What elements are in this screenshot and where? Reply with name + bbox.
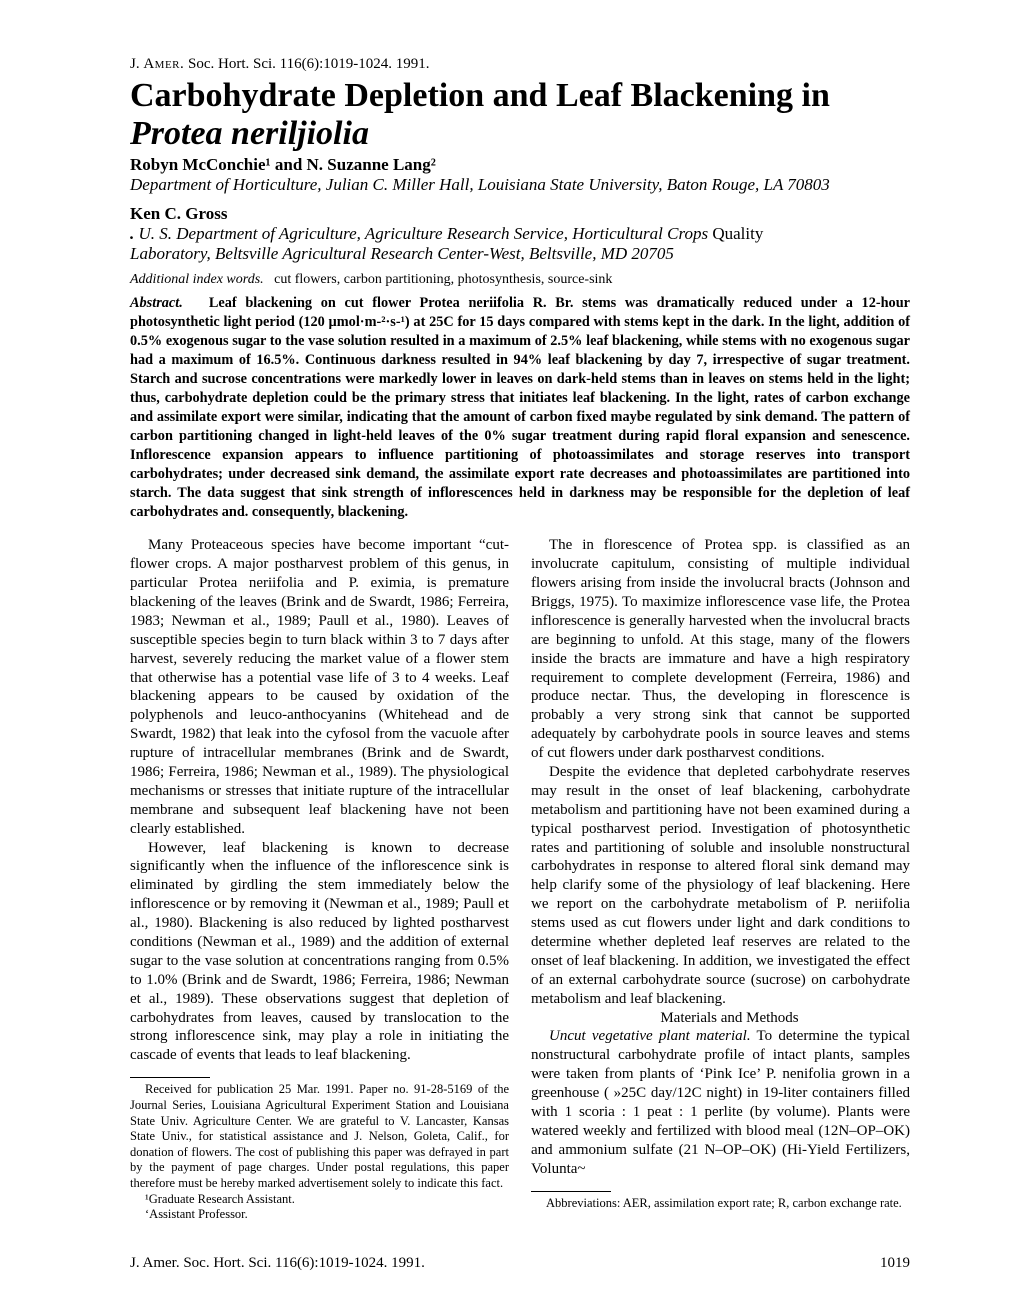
affiliation-2: . U. S. Department of Agriculture, Agric… [130,224,910,265]
paragraph-5-body: To determine the typical nonstructural c… [531,1028,910,1176]
abbreviations-footnote: Abbreviations: AER, assimilation export … [531,1196,910,1211]
page: J. Amer. Soc. Hort. Sci. 116(6):1019-102… [0,0,1020,1302]
abstract: Abstract. Leaf blackening on cut flower … [130,294,910,522]
page-number: 1019 [880,1255,910,1272]
footnote-1: ¹Graduate Research Assistant. [130,1192,509,1207]
affil2-prefix: U. S. Department of Agriculture, Agricul… [139,224,713,243]
affil2-roman: Quality [712,224,763,243]
affiliation-1: Department of Horticulture, Julian C. Mi… [130,175,910,195]
paragraph-4: Despite the evidence that depleted carbo… [531,763,910,1009]
authors-line-1: Robyn McConchie¹ and N. Suzanne Lang² [130,155,910,175]
page-footer: J. Amer. Soc. Hort. Sci. 116(6):1019-102… [130,1255,910,1272]
leading-dot: . [130,224,139,243]
paragraph-2: However, leaf blackening is known to dec… [130,839,509,1066]
title-plain: Carbohydrate Depletion and Leaf Blackeni… [130,77,830,114]
affil2-rest: Laboratory, Beltsville Agricultural Rese… [130,244,674,263]
authors-line-2: Ken C. Gross [130,204,910,224]
title-species: Protea neriljiolia [130,115,369,152]
article-title: Carbohydrate Depletion and Leaf Blackeni… [130,77,910,153]
run-in-heading: Uncut vegetative plant material. [549,1028,751,1044]
abstract-label: Abstract. [130,295,183,311]
footnote-rule-left [130,1077,210,1078]
footnote-2: ‘Assistant Professor. [130,1207,509,1222]
index-words-label: Additional index words. [130,272,264,287]
journal-prefix: J. [130,56,143,72]
paragraph-3: The in florescence of Protea spp. is cla… [531,536,910,763]
journal-rest: Soc. Hort. Sci. 116(6):1019-1024. 1991. [184,56,429,72]
paragraph-1: Many Proteaceous species have become imp… [130,536,509,838]
index-words: Additional index words. cut flowers, car… [130,272,910,288]
footer-citation: J. Amer. Soc. Hort. Sci. 116(6):1019-102… [130,1255,425,1272]
paragraph-5: Uncut vegetative plant material. To dete… [531,1027,910,1178]
body-columns: Many Proteaceous species have become imp… [130,536,910,1221]
footnote-received: Received for publication 25 Mar. 1991. P… [130,1082,509,1191]
footnote-rule-right [531,1191,611,1192]
materials-methods-heading: Materials and Methods [531,1009,910,1028]
index-words-values: cut flowers, carbon partitioning, photos… [274,272,612,287]
journal-citation: J. Amer. Soc. Hort. Sci. 116(6):1019-102… [130,56,910,73]
journal-smallcaps: Amer. [143,56,184,72]
abstract-body: Leaf blackening on cut flower Protea ner… [130,295,910,520]
